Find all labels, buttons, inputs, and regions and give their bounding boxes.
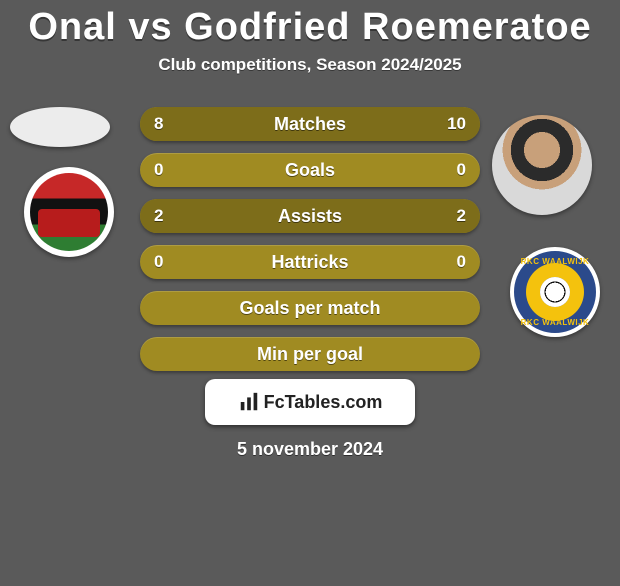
stat-value-left: 0 [154,245,163,279]
stat-bar: Min per goal [140,337,480,371]
stat-bar: Goals per match [140,291,480,325]
stat-value-right: 0 [457,245,466,279]
stat-bar: Matches8 10 [140,107,480,141]
player-right-avatar [492,115,592,215]
stat-value-left: 0 [154,153,163,187]
stat-value-left: 2 [154,199,163,233]
chart-icon [238,391,260,413]
club-left-code: NEC [53,212,86,228]
stat-bar: Assists2 2 [140,199,480,233]
club-logo-left: NEC NIJMEGEN [24,167,114,257]
snapshot-date: 5 november 2024 [0,439,620,460]
stat-value-right: 0 [457,153,466,187]
page-title: Onal vs Godfried Roemeratoe [0,6,620,49]
stat-label: Matches [140,107,480,141]
stat-bars: Matches810Goals00Assists22Hattricks00Goa… [140,107,480,383]
stat-label: Goals per match [140,291,480,325]
stat-value-left: 8 [154,107,163,141]
club-left-city: NIJMEGEN [49,227,88,233]
player-left-avatar [10,107,110,147]
stat-bar: Goals0 0 [140,153,480,187]
club-logo-right: RKC WAALWIJK RKC WAALWIJK [510,247,600,337]
stat-value-right: 2 [457,199,466,233]
page-subtitle: Club competitions, Season 2024/2025 [0,55,620,75]
fctables-badge[interactable]: FcTables.com [205,379,415,425]
stat-label: Min per goal [140,337,480,371]
stat-label: Goals [140,153,480,187]
club-right-text-bot: RKC WAALWIJK [514,318,596,327]
stat-bar: Hattricks0 0 [140,245,480,279]
stat-label: Assists [140,199,480,233]
stat-label: Hattricks [140,245,480,279]
badge-text: FcTables.com [264,392,383,413]
club-right-text-top: RKC WAALWIJK [514,257,596,266]
stat-value-right: 10 [447,107,466,141]
